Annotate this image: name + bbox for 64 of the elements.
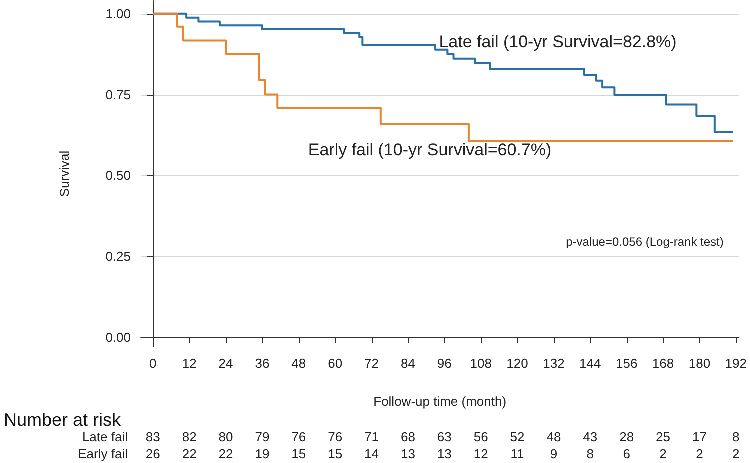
- text: 2: [696, 446, 704, 462]
- text: 9: [550, 446, 558, 462]
- text: 25: [656, 430, 671, 444]
- text: 6: [623, 446, 630, 462]
- text: 71: [364, 430, 380, 444]
- x-tick-label: 132: [543, 356, 565, 371]
- y-tick-label: 0.25: [106, 248, 131, 264]
- y-tick-label: 0.00: [106, 330, 131, 345]
- text: 63: [437, 430, 452, 444]
- x-tick-label: 48: [292, 356, 306, 371]
- x-tick-label: 12: [182, 356, 197, 371]
- text: 17: [692, 430, 707, 444]
- x-tick-label: 192: [725, 356, 748, 371]
- text: 22: [182, 446, 197, 462]
- x-tick-label: 120: [506, 356, 528, 371]
- text: 14: [364, 446, 380, 462]
- x-tick-label: 84: [400, 356, 416, 371]
- text: 76: [328, 430, 343, 444]
- text: 13: [400, 446, 416, 462]
- text: 2: [660, 446, 667, 462]
- text: 48: [546, 430, 562, 444]
- text: 56: [474, 430, 488, 444]
- text: 43: [583, 430, 598, 444]
- text: 8: [586, 446, 594, 462]
- x-tick-label: 156: [616, 356, 638, 371]
- text: 68: [400, 430, 416, 444]
- text: 76: [292, 430, 306, 444]
- text: Number at risk: [4, 410, 122, 430]
- x-tick-label: 24: [218, 356, 234, 371]
- text: 79: [255, 430, 270, 444]
- text: 28: [620, 430, 634, 444]
- text: 80: [218, 430, 234, 444]
- text: 22: [218, 446, 234, 462]
- series-label: Late fail (10-yr Survival=82.8%): [439, 32, 677, 52]
- text: 52: [510, 430, 525, 444]
- x-tick-label: 72: [364, 356, 380, 371]
- x-tick-label: 60: [328, 356, 343, 371]
- y-tick-label: 0.50: [106, 168, 131, 184]
- text: 83: [146, 430, 160, 444]
- y-tick-label: 0.75: [106, 87, 131, 102]
- text: 11: [510, 446, 524, 462]
- series-label: Early fail (10-yr Survival=60.7%): [308, 140, 552, 160]
- x-tick-label: 0: [150, 356, 157, 371]
- x-tick-label: 180: [688, 356, 711, 371]
- text: 19: [255, 446, 270, 462]
- x-tick-label: 108: [470, 356, 492, 371]
- x-tick-label: 36: [255, 356, 270, 371]
- text: 13: [437, 446, 452, 462]
- text: 82: [182, 430, 197, 444]
- text: 8: [732, 430, 740, 444]
- annotation: p-value=0.056 (Log-rank test): [566, 235, 724, 249]
- text: Late fail: [82, 430, 128, 444]
- y-axis-title: Survival: [57, 150, 72, 198]
- text: 15: [328, 446, 343, 462]
- text: 26: [146, 446, 160, 462]
- x-tick-label: 96: [437, 356, 452, 371]
- y-tick-label: 1.00: [106, 6, 131, 22]
- x-tick-label: 144: [580, 356, 602, 371]
- text: 12: [474, 446, 488, 462]
- text: Early fail: [78, 446, 128, 462]
- x-tick-label: 168: [652, 356, 674, 371]
- x-axis-title: Follow-up time (month): [374, 394, 507, 409]
- text: 15: [292, 446, 306, 462]
- text: 2: [732, 446, 740, 462]
